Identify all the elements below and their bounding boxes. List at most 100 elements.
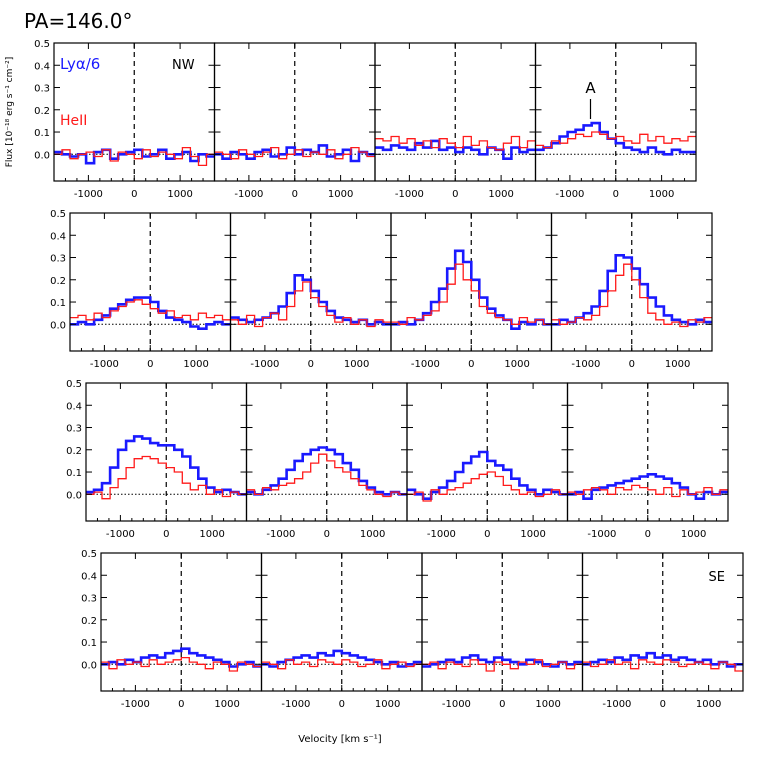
lya-series [375, 139, 536, 160]
x-tick-label: 1000 [214, 699, 239, 710]
spectrum-panel-r3-c2: -1000 0 1000 [421, 552, 584, 710]
x-tick-label: 0 [484, 529, 490, 540]
y-tick-label: 0.4 [66, 401, 82, 412]
heii-series [535, 131, 696, 149]
y-tick-label: 0.1 [50, 298, 66, 309]
legend-lya: Lyα/6 [60, 55, 100, 73]
y-tick-label: 0.1 [34, 128, 50, 139]
x-tick-label: 1000 [360, 529, 385, 540]
spectrum-panel-r0-c1: -1000 0 1000 [213, 42, 376, 200]
x-axis-label: Velocity [km s⁻¹] [298, 734, 382, 745]
x-tick-label: -1000 [427, 529, 456, 540]
y-tick-label: 0.3 [34, 84, 50, 95]
y-tick-label: 0.0 [50, 320, 66, 331]
x-tick-label: 1000 [681, 529, 706, 540]
y-tick-label: 0.4 [50, 231, 66, 242]
y-tick-label: 0.0 [34, 150, 50, 161]
x-tick-label: -1000 [281, 699, 310, 710]
x-tick-label: 1000 [535, 699, 560, 710]
lya-series [246, 446, 407, 496]
y-axis-label: Flux [10⁻¹⁸ erg s⁻¹ cm⁻²] [5, 57, 15, 168]
x-tick-label: 1000 [375, 699, 400, 710]
x-tick-label: -1000 [395, 189, 424, 200]
x-tick-label: 0 [163, 529, 169, 540]
spectrum-panel-r2-c0: -1000 0 1000 0.0 0.1 0.2 0.3 0.4 0.5 [66, 379, 248, 540]
x-tick-label: 0 [452, 189, 458, 200]
y-tick-label: 0.2 [34, 106, 50, 117]
spectrum-panel-r0-c2: -1000 0 1000 [374, 42, 537, 200]
lya-series [70, 296, 231, 330]
y-tick-label: 0.1 [66, 468, 82, 479]
spectrum-panel-r3-c0: -1000 0 1000 0.0 0.1 0.2 0.3 0.4 0.5 [81, 549, 263, 710]
x-tick-label: 0 [629, 359, 635, 370]
spectrum-panel-r0-c0: -1000 0 1000 0.0 0.1 0.2 0.3 0.4 0.5 [34, 39, 216, 200]
y-tick-label: 0.5 [81, 549, 97, 560]
lya-series [567, 473, 728, 500]
heii-series [86, 455, 247, 500]
heii-series [422, 659, 583, 672]
y-tick-label: 0.4 [34, 61, 50, 72]
heii-series [214, 146, 375, 160]
y-tick-label: 0.1 [81, 638, 97, 649]
x-tick-label: 1000 [344, 359, 369, 370]
y-tick-label: 0.0 [81, 660, 97, 671]
spectrum-panel-r1-c3: -1000 0 1000 [550, 212, 713, 370]
x-tick-label: 1000 [649, 189, 674, 200]
legend-heii: HeII [60, 113, 87, 129]
x-tick-label: -1000 [121, 699, 150, 710]
x-tick-label: -1000 [555, 189, 584, 200]
heii-series [407, 471, 568, 502]
y-tick-label: 0.3 [81, 594, 97, 605]
x-tick-label: -1000 [442, 699, 471, 710]
heii-series [101, 656, 262, 672]
heii-series [70, 299, 231, 321]
x-tick-label: 1000 [696, 699, 721, 710]
heii-series [567, 484, 728, 498]
x-tick-label: 0 [178, 699, 184, 710]
x-tick-label: 1000 [199, 529, 224, 540]
x-tick-label: 1000 [488, 189, 513, 200]
heii-series [246, 453, 407, 498]
lya-series [582, 651, 743, 668]
heii-series [551, 263, 712, 328]
spectrum-panel-r1-c1: -1000 0 1000 [229, 212, 392, 370]
x-tick-label: 1000 [167, 189, 192, 200]
x-tick-label: -1000 [266, 529, 295, 540]
heii-series [375, 135, 536, 151]
x-tick-label: 1000 [520, 529, 545, 540]
spectrum-panel-r3-c3: -1000 0 1000 [581, 552, 744, 710]
x-tick-label: -1000 [74, 189, 103, 200]
x-tick-label: -1000 [571, 359, 600, 370]
spectrum-panel-r2-c2: -1000 0 1000 [406, 382, 569, 540]
x-tick-label: 0 [468, 359, 474, 370]
x-tick-label: 0 [613, 189, 619, 200]
y-tick-label: 0.3 [50, 254, 66, 265]
spectrum-panel-r1-c2: -1000 0 1000 [390, 212, 553, 370]
x-tick-label: 0 [324, 529, 330, 540]
y-tick-label: 0.4 [81, 571, 97, 582]
heii-series [261, 659, 422, 670]
x-tick-label: 0 [147, 359, 153, 370]
y-tick-label: 0.2 [81, 616, 97, 627]
x-tick-label: 0 [645, 529, 651, 540]
x-tick-label: -1000 [90, 359, 119, 370]
x-tick-label: 0 [339, 699, 345, 710]
lya-series [422, 654, 583, 668]
heii-series [230, 281, 391, 328]
x-tick-label: 1000 [183, 359, 208, 370]
lya-series [101, 647, 262, 668]
x-tick-label: -1000 [587, 529, 616, 540]
y-tick-label: 0.5 [50, 209, 66, 220]
x-tick-label: 1000 [665, 359, 690, 370]
lya-series [86, 435, 247, 496]
y-tick-label: 0.5 [66, 379, 82, 390]
x-tick-label: -1000 [234, 189, 263, 200]
x-tick-label: 0 [131, 189, 137, 200]
y-tick-label: 0.2 [66, 446, 82, 457]
x-tick-label: -1000 [411, 359, 440, 370]
x-tick-label: 0 [660, 699, 666, 710]
x-tick-label: 1000 [328, 189, 353, 200]
heii-series [582, 659, 743, 672]
spectrum-panel-r2-c3: -1000 0 1000 [566, 382, 729, 540]
